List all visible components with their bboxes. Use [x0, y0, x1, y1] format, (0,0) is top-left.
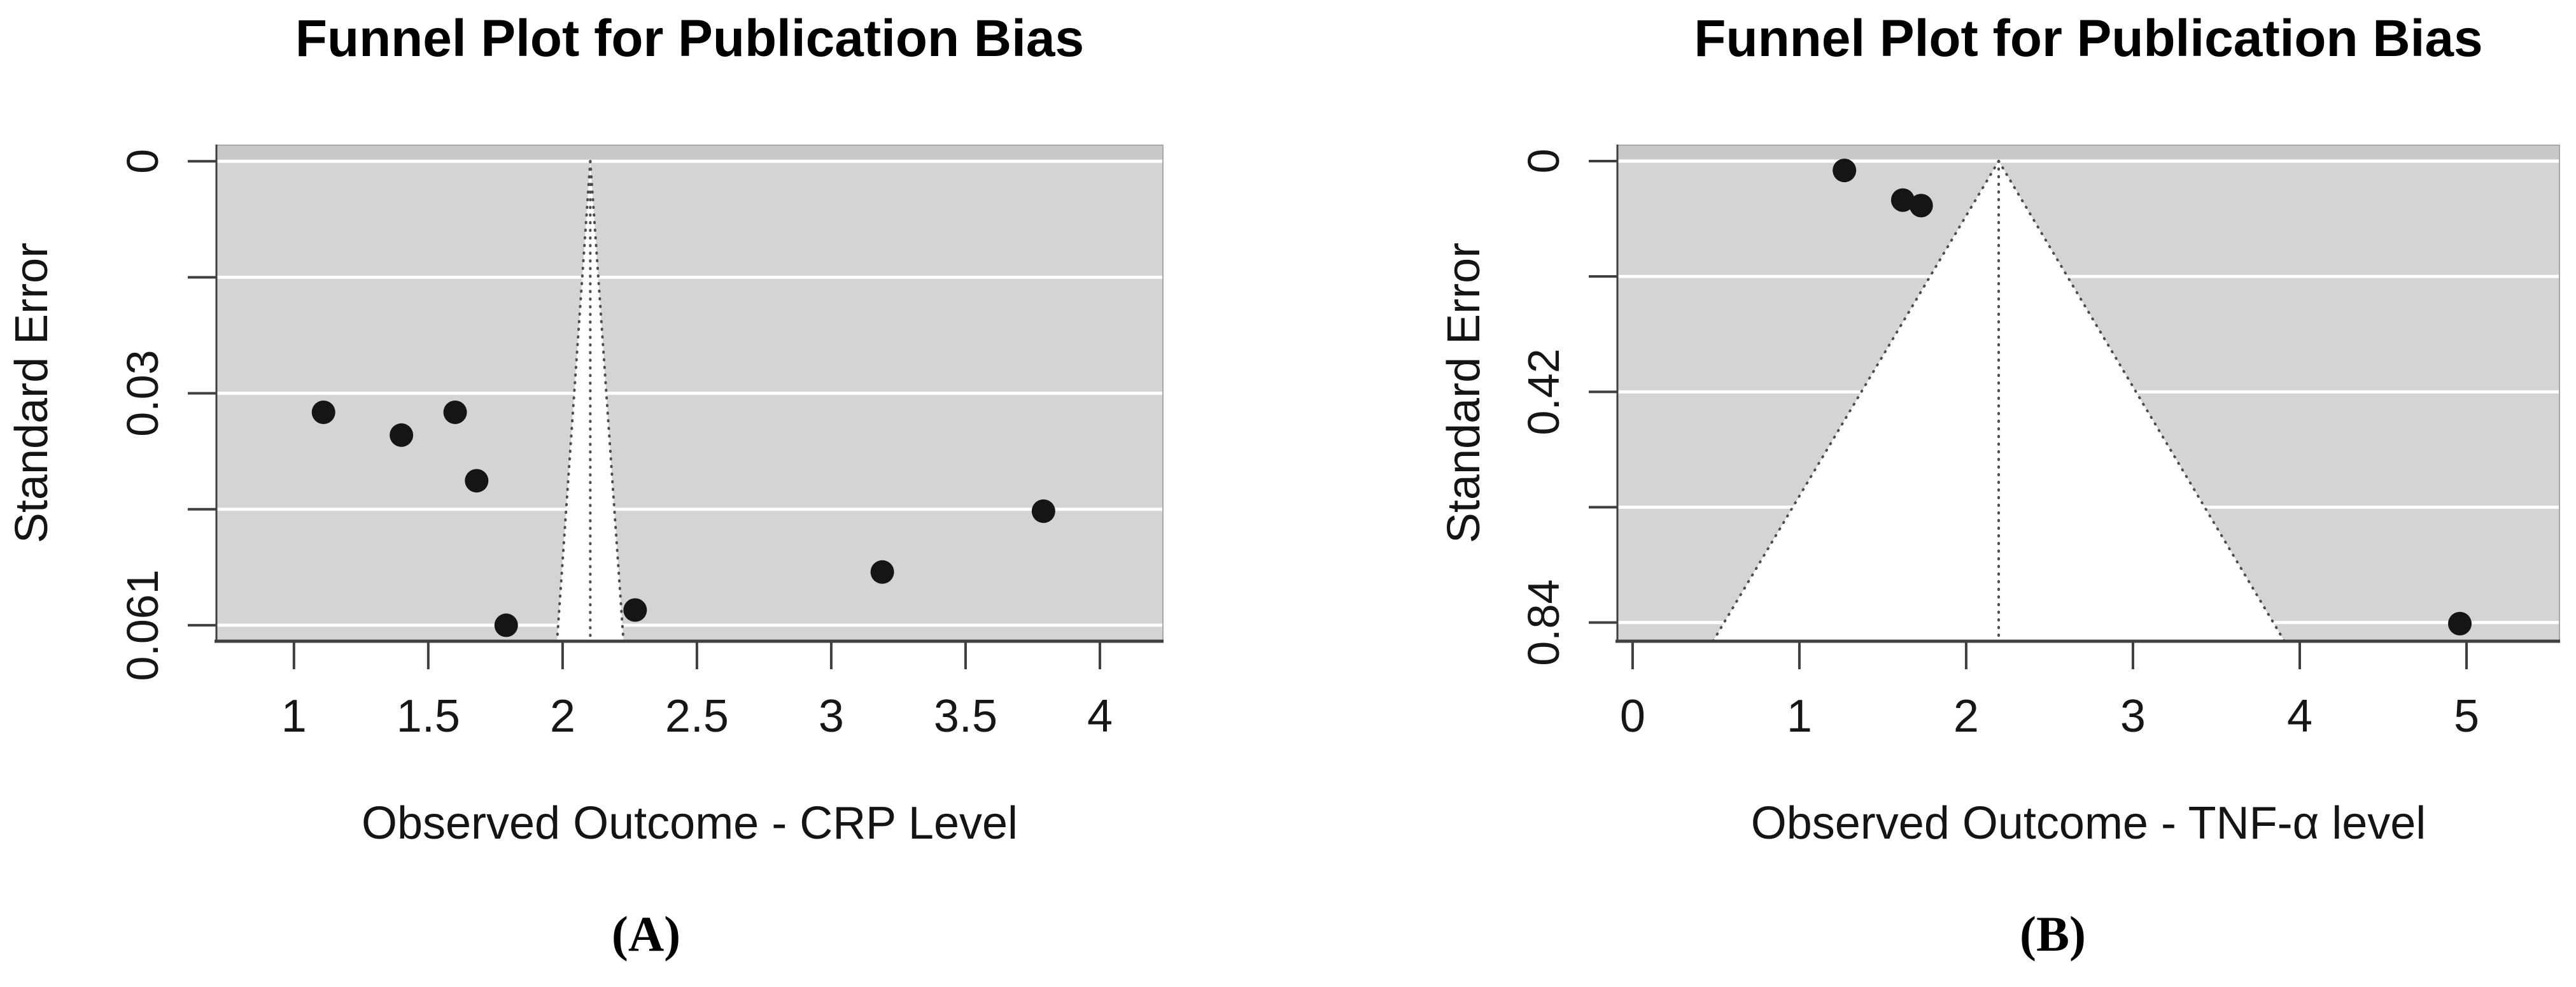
funnel-right-edge: [1997, 159, 2286, 643]
funnel-region: [557, 161, 624, 642]
x-tick-label: 0: [1620, 691, 1645, 742]
data-point: [311, 400, 335, 424]
x-tick-label: 2.5: [665, 691, 729, 742]
x-tick-label: 3: [2120, 691, 2146, 742]
x-tick-label: 2: [1953, 691, 1979, 742]
panel-a-caption: (A): [611, 906, 681, 962]
x-tick-label: 5: [2454, 691, 2479, 742]
funnel-region: [1713, 160, 2284, 641]
panel-b-y-axis-title: Standard Error: [1439, 242, 1489, 544]
y-tick-label: 0: [118, 149, 167, 174]
y-tick-label: 0.061: [118, 569, 167, 681]
x-tick-label: 1: [281, 691, 307, 742]
data-point: [390, 423, 414, 447]
x-tick-label: 3.5: [934, 691, 997, 742]
x-tick-label: 2: [550, 691, 575, 742]
data-point: [1031, 499, 1055, 523]
panel-a-title: Funnel Plot for Publication Bias: [295, 10, 1085, 67]
panel-a-y-axis-title: Standard Error: [6, 242, 57, 544]
panel-b-caption: (B): [2020, 906, 2086, 962]
x-tick-label: 1.5: [397, 691, 460, 742]
x-tick-label: 1: [1787, 691, 1812, 742]
panel-a-x-axis-title: Observed Outcome - CRP Level: [361, 798, 1018, 849]
data-point: [1833, 159, 1857, 183]
x-tick-label: 4: [2287, 691, 2312, 742]
funnel-left-edge: [1712, 159, 2001, 643]
above-zero-band: [216, 145, 1164, 162]
data-point: [1890, 188, 1915, 212]
above-zero-band: [1617, 145, 2560, 161]
data-point: [465, 469, 489, 493]
x-tick-label: 3: [819, 691, 844, 742]
x-tick-label: 4: [1087, 691, 1113, 742]
data-point: [443, 400, 467, 424]
y-tick-label: 0: [1519, 148, 1568, 173]
data-point: [1909, 194, 1933, 218]
y-tick-label: 0.42: [1519, 348, 1568, 435]
data-point: [2448, 611, 2472, 636]
panel-b-x-axis-title: Observed Outcome - TNF-α level: [1750, 798, 2426, 849]
data-point: [623, 598, 647, 622]
data-point: [870, 560, 894, 584]
y-tick-label: 0.03: [118, 350, 167, 436]
y-tick-label: 0.84: [1519, 579, 1568, 666]
data-point: [494, 613, 518, 637]
panel-b-title: Funnel Plot for Publication Bias: [1694, 10, 2483, 67]
